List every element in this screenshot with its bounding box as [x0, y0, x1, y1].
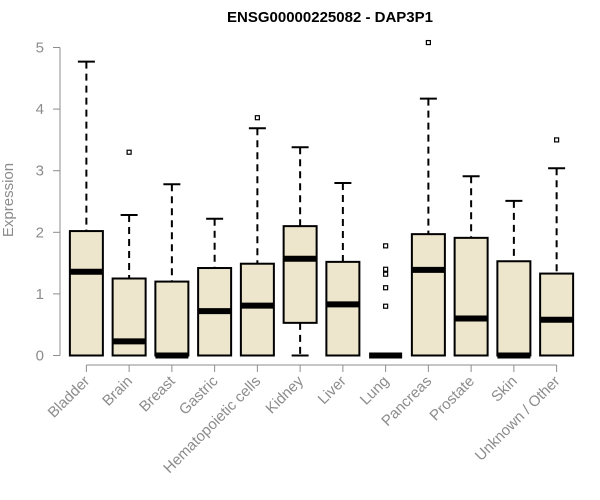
y-tick-label: 1: [36, 286, 44, 303]
box-pancreas: [410, 39, 446, 357]
outlier-point: [383, 285, 389, 291]
outlier-point: [383, 303, 389, 309]
y-axis-label: Expression: [0, 163, 17, 237]
box-body: [539, 272, 575, 357]
y-tick-label: 5: [36, 40, 44, 57]
box-gastric: [197, 217, 233, 357]
box-body: [154, 280, 190, 357]
box-body: [325, 260, 361, 357]
box-liver: [325, 182, 361, 357]
box-lung: [369, 243, 403, 359]
y-tick-label: 4: [36, 101, 44, 118]
box-body: [410, 233, 446, 357]
outlier-point: [126, 149, 132, 155]
box-body: [453, 236, 489, 357]
box-unknown-other: [539, 137, 575, 357]
outlier-point: [254, 115, 260, 121]
x-tick-label: Breast: [136, 372, 179, 415]
chart-title: ENSG00000225082 - DAP3P1: [227, 9, 433, 26]
box-body: [239, 262, 275, 357]
box-brain: [111, 149, 147, 357]
box-kidney: [282, 146, 318, 357]
x-tick-label: Bladder: [45, 373, 94, 422]
box-breast: [154, 183, 190, 359]
outlier-point: [425, 39, 431, 46]
y-tick-label: 2: [36, 224, 44, 241]
outlier-point: [383, 271, 389, 277]
x-tick-label: Lung: [357, 373, 393, 409]
box-body: [496, 260, 532, 357]
box-bladder: [68, 60, 104, 357]
box-series: [68, 39, 575, 359]
box-prostate: [453, 175, 489, 357]
outlier-point: [383, 243, 389, 249]
box-body: [68, 230, 104, 357]
x-tick-label: Skin: [488, 373, 521, 406]
y-tick-label: 3: [36, 163, 44, 180]
y-axis: 0 1 2 3 4 5: [36, 40, 61, 365]
x-tick-label: Prostate: [426, 373, 478, 425]
y-tick-label: 0: [36, 348, 44, 365]
box-skin: [496, 199, 532, 359]
outlier-point: [383, 266, 389, 272]
outlier-point: [554, 137, 560, 143]
box-hematopoietic-cells: [239, 115, 275, 357]
x-tick-label: Liver: [315, 373, 350, 408]
x-tick-label: Brain: [99, 373, 136, 410]
x-tick-label: Kidney: [262, 372, 307, 417]
box-body: [282, 225, 318, 324]
